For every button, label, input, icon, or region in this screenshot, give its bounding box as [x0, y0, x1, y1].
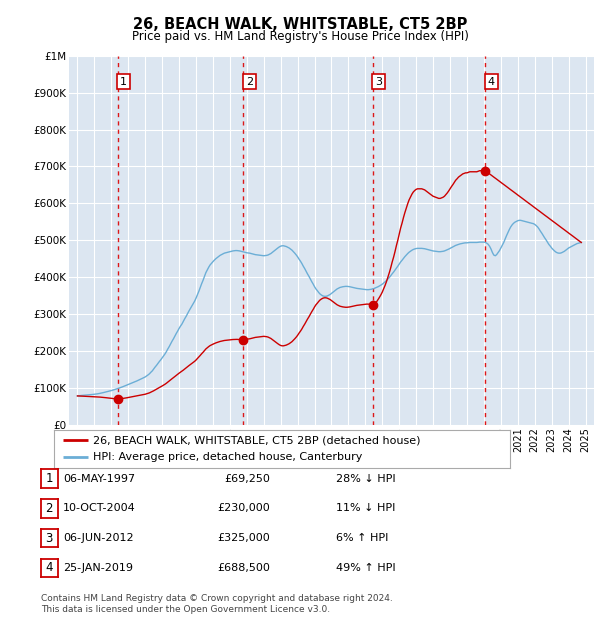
- Text: 1: 1: [120, 77, 127, 87]
- Text: 4: 4: [46, 562, 53, 574]
- Text: 2: 2: [245, 77, 253, 87]
- Text: 2: 2: [46, 502, 53, 515]
- Text: 6% ↑ HPI: 6% ↑ HPI: [336, 533, 388, 543]
- Text: 1: 1: [46, 472, 53, 485]
- Text: 06-JUN-2012: 06-JUN-2012: [63, 533, 134, 543]
- Text: 4: 4: [488, 77, 495, 87]
- Text: Contains HM Land Registry data © Crown copyright and database right 2024.
This d: Contains HM Land Registry data © Crown c…: [41, 595, 392, 614]
- Text: 06-MAY-1997: 06-MAY-1997: [63, 474, 135, 484]
- Text: HPI: Average price, detached house, Canterbury: HPI: Average price, detached house, Cant…: [93, 453, 362, 463]
- Text: £230,000: £230,000: [217, 503, 270, 513]
- Text: 26, BEACH WALK, WHITSTABLE, CT5 2BP: 26, BEACH WALK, WHITSTABLE, CT5 2BP: [133, 17, 467, 32]
- Text: £325,000: £325,000: [217, 533, 270, 543]
- Text: 26, BEACH WALK, WHITSTABLE, CT5 2BP (detached house): 26, BEACH WALK, WHITSTABLE, CT5 2BP (det…: [93, 435, 420, 445]
- Text: Price paid vs. HM Land Registry's House Price Index (HPI): Price paid vs. HM Land Registry's House …: [131, 30, 469, 43]
- Text: £688,500: £688,500: [217, 563, 270, 573]
- Text: 3: 3: [46, 532, 53, 544]
- Text: £69,250: £69,250: [224, 474, 270, 484]
- Text: 10-OCT-2004: 10-OCT-2004: [63, 503, 136, 513]
- Text: 49% ↑ HPI: 49% ↑ HPI: [336, 563, 395, 573]
- Text: 3: 3: [375, 77, 382, 87]
- Text: 28% ↓ HPI: 28% ↓ HPI: [336, 474, 395, 484]
- Text: 11% ↓ HPI: 11% ↓ HPI: [336, 503, 395, 513]
- Text: 25-JAN-2019: 25-JAN-2019: [63, 563, 133, 573]
